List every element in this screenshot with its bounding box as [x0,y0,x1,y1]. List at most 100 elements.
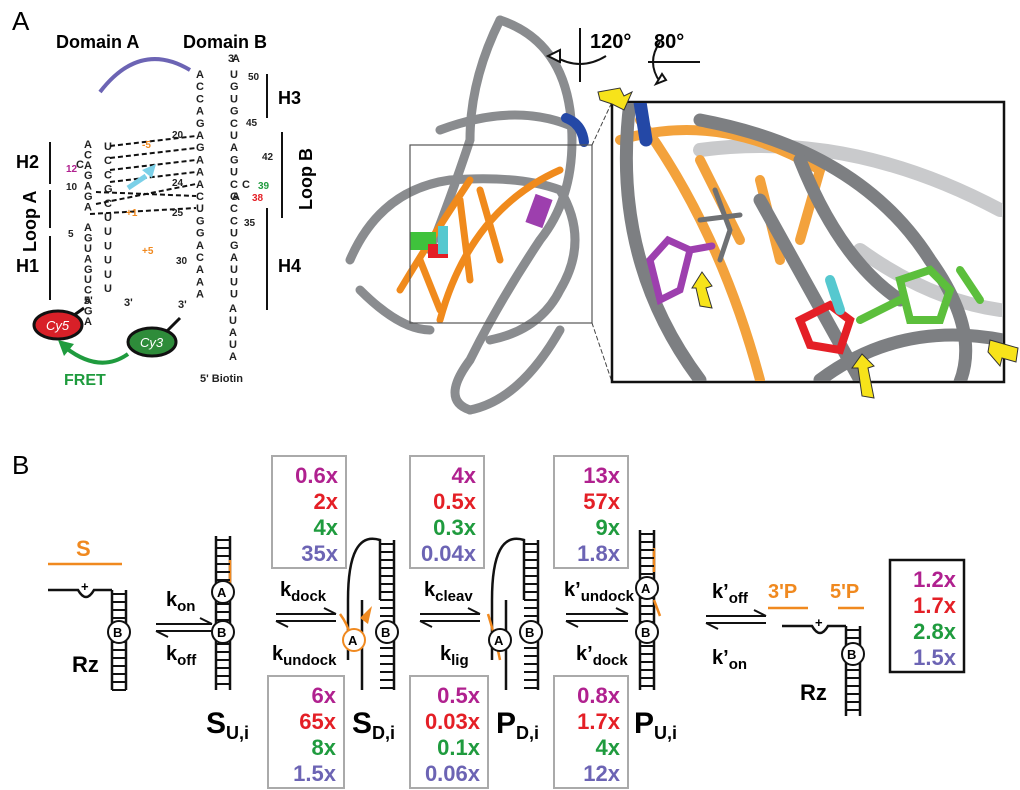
nucleotide-tail: A [229,303,237,315]
nucleotide-b2: U [230,228,238,240]
product-5p-label: 5'P [830,581,859,603]
nucleotide-b1: A [196,264,204,276]
end-3prime-b: 3' [178,299,187,311]
box-kundock-value: 8x [312,735,337,760]
nucleotide-b1: C [196,93,204,105]
state-pui-drawing [638,530,662,690]
nucleotide-a: G [84,305,93,317]
nucleotide-b1: G [196,215,205,227]
box-kpundock-value: 57x [583,489,620,514]
box-kundock-value: 6x [312,683,337,708]
svg-text:B: B [381,625,390,640]
rate-kpoff: k’off [712,581,749,607]
nucleotide-s: U [104,226,112,238]
svg-text:45: 45 [246,118,258,129]
box-klig-value: 0.03x [425,709,481,734]
secondary-structure: Domain A Domain B H3 H4 H2 H1 Loop A Loo… [16,32,316,389]
nucleotide-b2: C [230,179,238,191]
nucleotide-b1: A [196,130,204,142]
box-kdock-value: 2x [314,489,339,514]
nucleotide-b1: C [196,191,204,203]
rotation-angle-2: 80° [654,31,684,53]
state-pdi-label: PD,i [496,707,539,743]
box-kdock-value: 0.6x [295,463,339,488]
rotation-angle-1: 120° [590,31,631,53]
rotation-indicator [545,28,700,87]
box-klig-value: 0.5x [437,683,481,708]
helix-rungs [640,533,654,687]
rate-kon: kon [166,589,195,615]
box-kpdock-value: 12x [583,761,620,786]
box-kcleav-value: 0.3x [433,515,477,540]
box-kpoff-value: 2.8x [913,619,957,644]
svg-text:+: + [815,615,823,630]
svg-text:20: 20 [172,130,184,141]
nucleotide-b1: A [196,106,204,118]
rate-constant-labels: kon koff kdock kundock kcleav klig k’undock k’d… [166,579,749,673]
box-kcleav-value: 0.5x [433,489,477,514]
nucleotide-b1: C [196,252,204,264]
svg-text:35: 35 [244,218,256,229]
nucleotide-b2: U [230,167,238,179]
zoom-arrow-4 [987,339,1019,368]
nucleotide-a: C [84,149,92,161]
rate-koff: koff [166,643,197,669]
equilibrium-arrows [155,607,767,638]
rate-kundock: kundock [272,643,337,669]
nucleotide-a: A [84,295,92,307]
nucleotide-tail: A [229,327,237,339]
nucleotide-special: A [232,191,240,203]
svg-text:25: 25 [172,208,184,219]
nucleotide-s: U [104,141,112,153]
nucleotide-b2: G [230,81,239,93]
nucleotide-a: A [84,139,92,151]
nucleotide-b1: A [196,69,204,81]
free-substrate-label: S [76,536,91,561]
nucleotide-b2: G [230,106,239,118]
nucleotide-special: A [232,53,240,65]
nucleotide-a: C [84,285,92,297]
nucleotide-b2: U [230,69,238,81]
zoom-arrow-1 [597,87,634,111]
tertiary-lines [89,135,197,215]
svg-text:B: B [217,625,226,640]
svg-text:+1: +1 [126,208,138,219]
nucleotide-s: U [104,212,112,224]
nucleotide-b1: A [196,167,204,179]
box-kdock-value: 35x [301,541,338,566]
svg-text:A: A [641,581,651,596]
loop-b-label: Loop B [296,148,316,210]
svg-text:42: 42 [262,152,274,163]
nucleotide-b2: A [230,252,238,264]
domain-a-title: Domain A [56,32,139,52]
nucleotide-b1: G [196,118,205,130]
rate-kpundock: k’undock [564,579,635,605]
helix-rungs [380,543,394,689]
state-labels: SU,i SD,i PD,i PU,i [206,707,677,743]
helix-h4-label: H4 [278,256,301,276]
box-kcleav-value: 0.04x [421,541,477,566]
nucleotide-b1: A [196,179,204,191]
svg-text:50: 50 [248,72,260,83]
rz-label-left: Rz [72,652,99,677]
nucleotide-s: C [104,155,112,167]
helix-h3-label: H3 [278,88,301,108]
loop-a-label: Loop A [20,191,40,252]
svg-text:30: 30 [176,256,188,267]
nucleotide-a: A [84,253,92,265]
box-kpundock-value: 13x [583,463,620,488]
end-3prime-top-b: 3' [228,53,237,65]
nucleotide-a: U [84,243,92,255]
cleavage-site-arrow [142,164,156,178]
rate-multiplier-boxes: 0.6x2x4x35x4x0.5x0.3x0.04x13x57x9x1.8x6x… [267,455,966,789]
rz-label-right: Rz [800,680,827,705]
nucleotide-s: U [104,269,112,281]
box-kpdock-value: 4x [596,735,621,760]
box-kdock-value: 4x [314,515,339,540]
nucleotide-b1: A [196,240,204,252]
svg-text:38: 38 [252,193,264,204]
box-kpoff-value: 1.5x [913,645,957,670]
